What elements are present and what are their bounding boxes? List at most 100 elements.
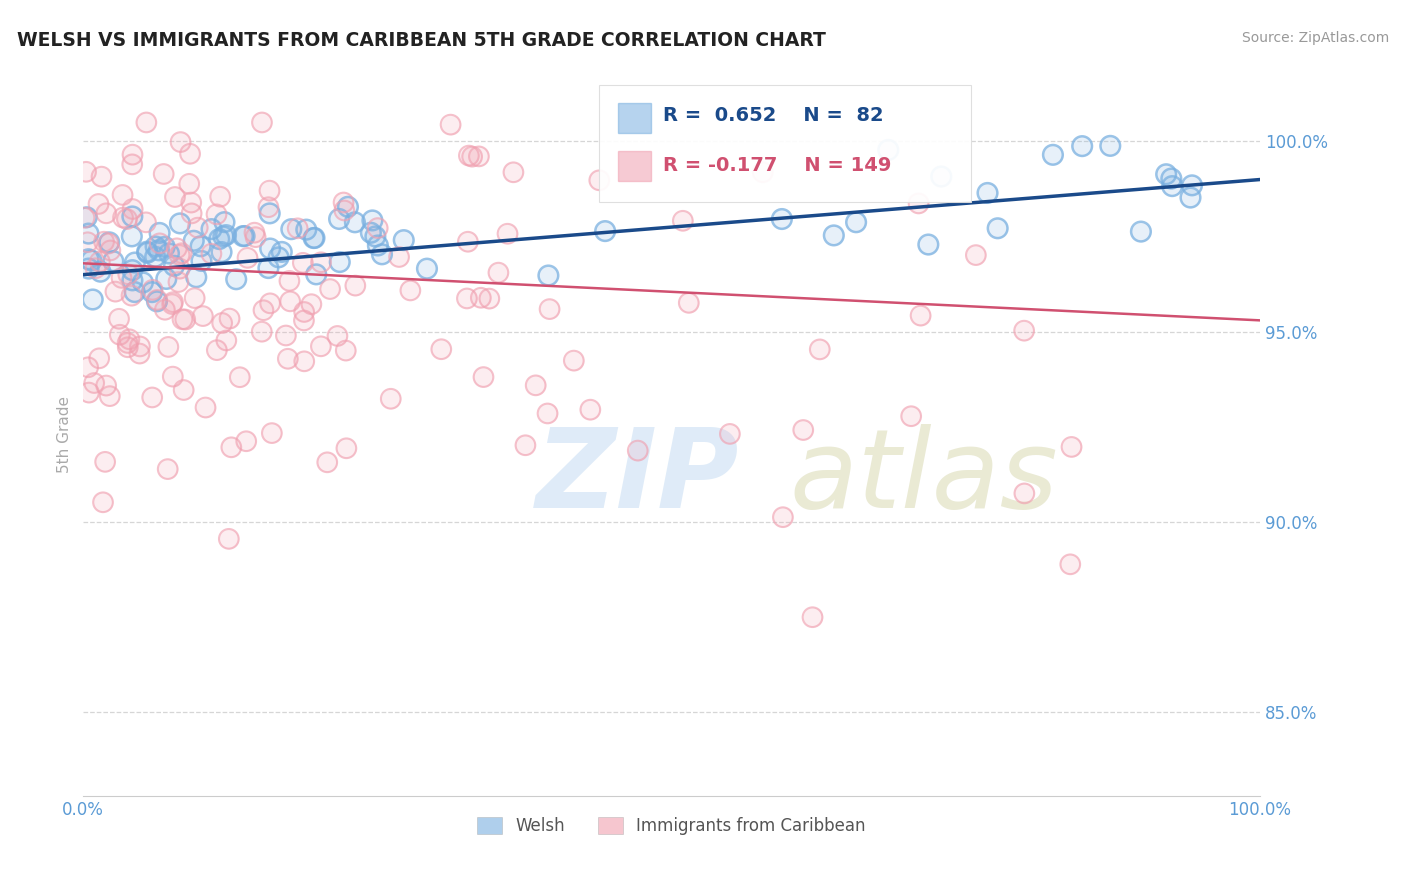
Point <box>588 173 610 187</box>
Point <box>172 312 194 326</box>
Point <box>399 284 422 298</box>
Point <box>118 332 141 346</box>
Point <box>319 282 342 296</box>
Point <box>965 248 987 262</box>
Point <box>108 311 131 326</box>
Point <box>77 385 100 400</box>
Point <box>77 385 100 400</box>
Point <box>468 149 491 163</box>
Point <box>156 462 179 476</box>
Point <box>155 272 177 286</box>
Point <box>458 148 481 162</box>
Point <box>309 255 332 269</box>
Point <box>392 233 415 247</box>
Point <box>309 255 332 269</box>
Point <box>252 303 274 318</box>
Point <box>1014 486 1036 500</box>
Point <box>907 196 929 211</box>
Point <box>75 165 97 179</box>
Point <box>194 401 217 415</box>
Point <box>333 203 356 218</box>
Point <box>439 118 461 132</box>
Point <box>205 343 228 358</box>
Point <box>252 303 274 318</box>
Point <box>309 339 332 353</box>
Point <box>149 236 172 251</box>
Point <box>169 135 191 149</box>
Point <box>316 455 339 469</box>
Point <box>430 343 453 357</box>
Point <box>225 272 247 286</box>
Point <box>163 259 186 273</box>
Point <box>235 434 257 449</box>
Point <box>515 438 537 452</box>
Point <box>121 263 143 277</box>
Point <box>183 234 205 248</box>
Point <box>132 276 155 290</box>
Point <box>250 325 273 339</box>
Point <box>209 190 232 204</box>
Point <box>461 150 484 164</box>
Point <box>163 190 186 204</box>
Point <box>537 268 560 283</box>
Point <box>157 340 180 354</box>
Point <box>218 532 240 546</box>
Point <box>146 293 169 307</box>
Point <box>1012 324 1035 338</box>
Point <box>524 378 547 392</box>
Point <box>221 440 243 454</box>
Point <box>117 268 139 282</box>
Point <box>82 293 104 307</box>
Point <box>149 226 172 240</box>
Point <box>910 309 932 323</box>
Point <box>845 215 868 229</box>
Point <box>900 409 922 424</box>
Point <box>94 455 117 469</box>
Point <box>292 305 315 319</box>
Point <box>162 369 184 384</box>
Point <box>496 227 519 241</box>
Point <box>929 169 952 184</box>
Point <box>233 229 256 244</box>
Point <box>278 294 301 309</box>
Y-axis label: 5th Grade: 5th Grade <box>58 396 72 473</box>
Point <box>672 214 695 228</box>
Point <box>141 391 163 405</box>
Point <box>562 353 585 368</box>
Point <box>305 268 328 282</box>
Point <box>267 250 290 264</box>
Point <box>214 215 236 229</box>
Point <box>76 235 98 250</box>
Point <box>232 229 254 244</box>
Point <box>91 495 114 509</box>
Point <box>1099 139 1122 153</box>
Point <box>153 302 176 317</box>
Point <box>295 222 318 236</box>
Point <box>536 407 558 421</box>
Point <box>179 177 201 191</box>
Point <box>87 197 110 211</box>
FancyBboxPatch shape <box>599 86 972 202</box>
Point <box>593 224 616 238</box>
Point <box>292 313 315 327</box>
Point <box>1060 440 1083 454</box>
Point <box>335 343 357 358</box>
Point <box>770 212 793 227</box>
Point <box>472 370 495 384</box>
Point <box>103 254 125 268</box>
Point <box>169 261 191 276</box>
Point <box>718 426 741 441</box>
Point <box>456 292 478 306</box>
Point <box>1059 558 1081 572</box>
Point <box>135 215 157 229</box>
Point <box>121 288 143 302</box>
Point <box>186 270 208 285</box>
Point <box>260 426 283 441</box>
Point <box>111 188 134 202</box>
Point <box>121 273 143 287</box>
Point <box>157 340 180 354</box>
Point <box>245 230 267 244</box>
Point <box>96 206 118 220</box>
Text: WELSH VS IMMIGRANTS FROM CARIBBEAN 5TH GRADE CORRELATION CHART: WELSH VS IMMIGRANTS FROM CARIBBEAN 5TH G… <box>17 31 825 50</box>
Point <box>77 252 100 267</box>
